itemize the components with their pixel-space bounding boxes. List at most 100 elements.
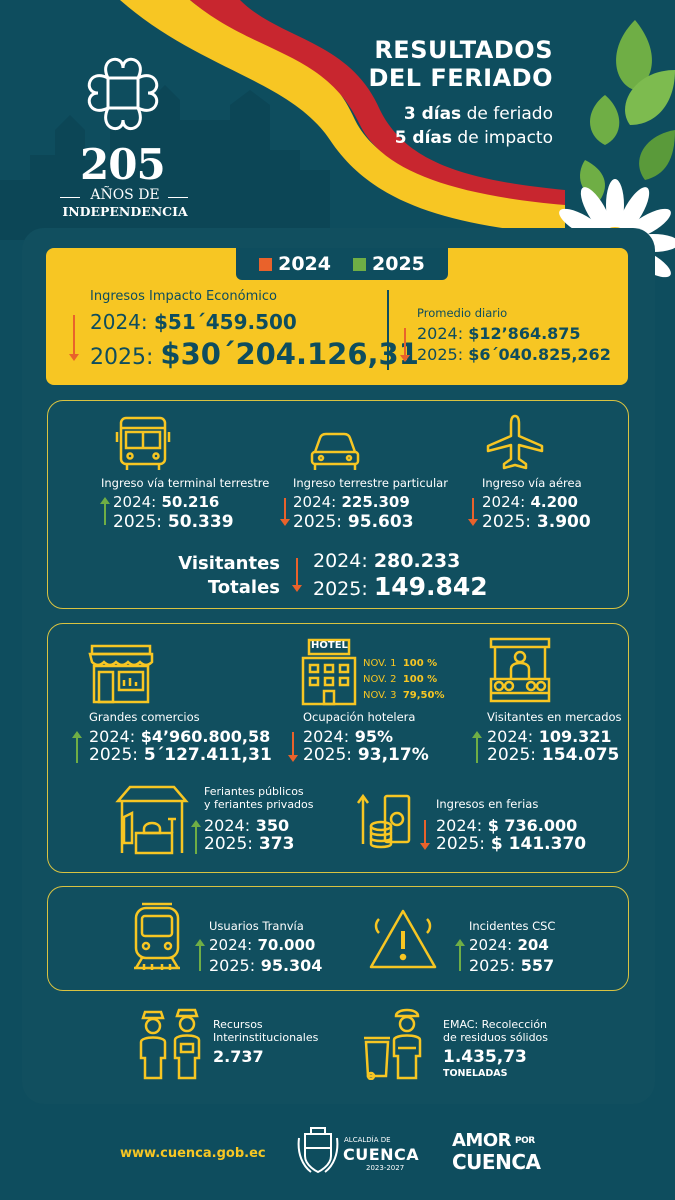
emblem-number: 205 — [80, 140, 166, 189]
subtitle-days-bold: 3 días — [403, 104, 462, 124]
vendors-2025-key: 2025: — [204, 834, 253, 854]
markets-2025-key: 2025: — [487, 745, 536, 765]
private-2024: 2024: 225.309 — [293, 493, 410, 511]
car-icon — [310, 432, 360, 470]
hotel-nov2-day: NOV. 2 — [363, 674, 397, 685]
air-2024-key: 2024: — [482, 493, 526, 511]
stores-2024: 2024: $4’960.800,58 — [89, 727, 270, 746]
emblem-divider — [60, 197, 80, 198]
hotel-nov1-day: NOV. 1 — [363, 658, 397, 669]
emblem-line1: AÑOS DE — [90, 187, 160, 203]
total-visitors-label1: Visitantes — [178, 553, 280, 574]
legend-2025-label: 2025 — [372, 253, 425, 275]
money-icon — [356, 793, 411, 849]
bus-icon — [115, 416, 171, 470]
fairs-2024-value: $ 736.000 — [487, 816, 578, 835]
emac-label2: de residuos sólidos — [443, 1031, 549, 1044]
economic-2025-key: 2025: — [90, 345, 154, 370]
incidents-2025-key: 2025: — [469, 956, 516, 975]
stores-2025-value: 5´127.411,31 — [143, 745, 272, 765]
resources-label1: Recursos — [213, 1018, 263, 1031]
down-arrow-icon — [468, 498, 478, 526]
subtitle-impact-rest: de impacto — [452, 128, 553, 148]
private-2024-key: 2024: — [293, 493, 337, 511]
economic-label: Ingresos Impacto Económico — [90, 289, 277, 304]
hotel-2024-key: 2024: — [303, 727, 350, 746]
tram-2024-key: 2024: — [209, 936, 253, 954]
services-section — [47, 886, 629, 991]
market-stall-icon — [489, 637, 551, 703]
leaves-icon — [580, 20, 675, 200]
private-2025: 2025: 95.603 — [293, 512, 414, 532]
subtitle-impact-bold: 5 días — [394, 128, 453, 148]
website-link[interactable]: www.cuenca.gob.ec — [120, 1146, 266, 1161]
page-title-line2: DEL FERIADO — [368, 64, 553, 92]
markets-2024: 2024: 109.321 — [487, 727, 612, 746]
tram-2025-key: 2025: — [209, 956, 256, 975]
air-label: Ingreso vía aérea — [482, 476, 582, 490]
vendors-label1: Feriantes públicos — [204, 785, 304, 798]
air-2025-key: 2025: — [482, 512, 531, 532]
stores-2025: 2025: 5´127.411,31 — [89, 745, 272, 765]
amor-por-word: POR — [515, 1136, 535, 1146]
private-2024-value: 225.309 — [341, 493, 410, 511]
fair-booth-icon — [115, 785, 189, 855]
sanitation-worker-icon — [364, 1008, 422, 1080]
hotel-nov1: NOV. 1 100 % — [363, 658, 437, 669]
daily-label: Promedio diario — [417, 306, 508, 320]
resources-value: 2.737 — [213, 1047, 264, 1066]
incidents-2024: 2024: 204 — [469, 936, 549, 954]
tram-icon — [134, 902, 180, 970]
economic-2024-key: 2024: — [90, 310, 148, 334]
tram-2024-value: 70.000 — [257, 936, 316, 954]
subtitle-days-rest: de feriado — [461, 104, 553, 124]
emblem-divider — [168, 197, 188, 198]
stores-2024-value: $4’960.800,58 — [140, 727, 271, 746]
alcaldia-small: ALCALDÍA DE — [344, 1136, 391, 1144]
down-arrow-icon — [420, 820, 430, 850]
legend-2025-swatch — [353, 258, 366, 271]
incidents-2024-key: 2024: — [469, 936, 513, 954]
legend-2024: 2024 — [259, 253, 331, 275]
tram-2025: 2025: 95.304 — [209, 956, 322, 975]
tram-2024: 2024: 70.000 — [209, 936, 315, 954]
stores-2024-key: 2024: — [89, 727, 136, 746]
amor-word: AMOR — [452, 1130, 512, 1151]
vendors-2025-value: 373 — [258, 834, 295, 854]
emac-unit: TONELADAS — [443, 1068, 508, 1079]
terminal-2024-value: 50.216 — [161, 493, 220, 511]
economic-2025: 2025: $30´204.126,31 — [90, 337, 419, 371]
down-arrow-icon — [292, 558, 302, 592]
page-title-line1: RESULTADOS — [374, 36, 553, 64]
total-visitors-label2: Totales — [207, 577, 280, 598]
hotel-label: Ocupación hotelera — [303, 710, 416, 724]
hotel-nov2: NOV. 2 100 % — [363, 674, 437, 685]
year-legend: 2024 2025 — [236, 248, 448, 280]
daily-2024-value: $12’864.875 — [468, 324, 581, 343]
store-icon — [88, 644, 154, 704]
fairs-2024: 2024: $ 736.000 — [436, 816, 577, 835]
emac-value: 1.435,73 — [443, 1047, 527, 1067]
legend-2024-label: 2024 — [278, 253, 331, 275]
air-2025-value: 3.900 — [536, 512, 591, 532]
subtitle-impact: 5 días de impacto — [395, 128, 553, 148]
terminal-2025-key: 2025: — [113, 512, 162, 532]
total-2025: 2025: 149.842 — [313, 572, 488, 601]
hotel-nov3-pct: 79,50% — [402, 690, 445, 701]
tram-2025-value: 95.304 — [260, 956, 323, 975]
airplane-icon — [486, 414, 544, 470]
hotel-nov3-day: NOV. 3 — [363, 690, 397, 701]
air-2024-value: 4.200 — [530, 493, 578, 511]
hotel-2025: 2025: 93,17% — [303, 745, 429, 765]
markets-label: Visitantes en mercados — [487, 710, 622, 724]
alcaldia-name: CUENCA — [343, 1145, 420, 1164]
up-arrow-icon — [195, 939, 205, 971]
vendors-2024-value: 350 — [255, 816, 290, 835]
economic-divider — [387, 290, 389, 370]
total-2025-value: 149.842 — [373, 572, 488, 601]
hotel-nov3: NOV. 3 79,50% — [363, 690, 444, 701]
daily-2025-key: 2025: — [417, 345, 464, 364]
emblem-line2: INDEPENDENCIA — [62, 204, 188, 219]
total-2024: 2024: 280.233 — [313, 550, 460, 572]
